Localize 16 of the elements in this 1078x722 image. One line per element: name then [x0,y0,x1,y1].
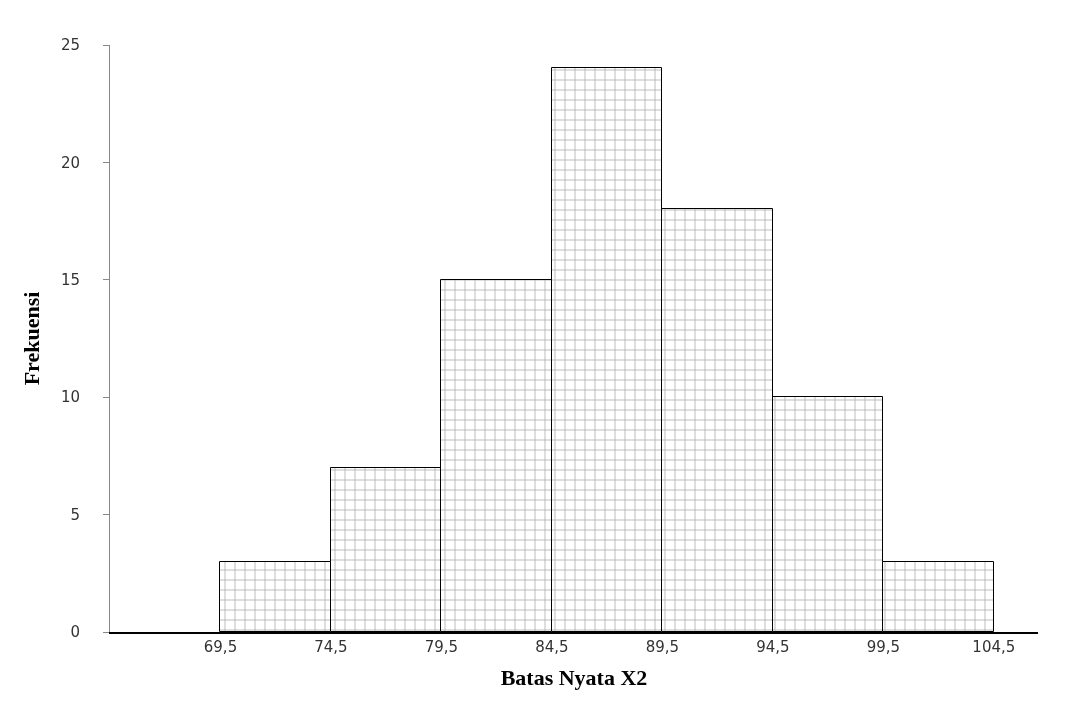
x-axis-title: Batas Nyata X2 [500,665,648,691]
x-tick-label: 99,5 [866,638,901,656]
x-tick-label: 69,5 [203,638,238,656]
y-tick-label: 5 [70,505,80,524]
y-tick-label: 25 [60,36,80,55]
x-tick-label: 104,5 [972,638,1016,656]
y-tick-label: 10 [60,388,80,407]
y-tick-label: 0 [70,623,80,642]
x-tick-label: 94,5 [756,638,790,656]
x-tick-label: 74,5 [314,638,348,656]
y-axis-title: Frekuensi [18,291,44,386]
x-tick-label: 89,5 [645,638,680,656]
x-tick-label: 79,5 [424,638,459,656]
y-tick-label: 20 [60,153,80,172]
x-tick-label: 84,5 [535,638,569,656]
y-tick-label: 15 [60,271,80,290]
